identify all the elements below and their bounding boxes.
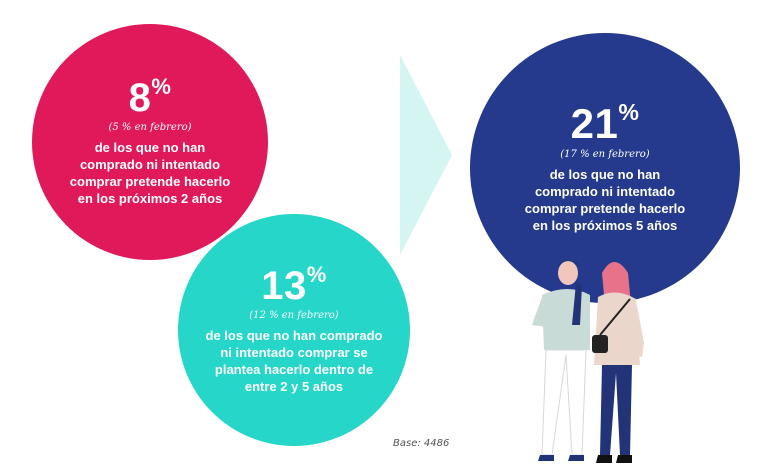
base-note: Base: 4486	[393, 438, 450, 449]
arrow-icon	[400, 55, 452, 255]
couple-illustration-icon	[532, 260, 644, 463]
stat-value: 21%	[570, 98, 640, 147]
stat-circle-5-years: 21% (17 % en febrero) de los que no han …	[470, 33, 740, 303]
stat-note: (12 % en febrero)	[249, 309, 339, 321]
stat-note: (17 % en febrero)	[560, 148, 650, 160]
stat-description: de los que no han comprado ni intentado …	[524, 166, 686, 233]
stat-description: de los que no han comprado ni intentado …	[205, 327, 383, 394]
stat-circle-2-to-5-years: 13% (12 % en febrero) de los que no han …	[178, 214, 410, 446]
stat-value: 8%	[128, 73, 172, 120]
stat-circle-2-years: 8% (5 % en febrero) de los que no han co…	[32, 24, 268, 260]
stat-description: de los que no han comprado ni intentado …	[69, 139, 231, 206]
stat-note: (5 % en febrero)	[108, 121, 192, 133]
stat-value: 13%	[261, 261, 327, 308]
